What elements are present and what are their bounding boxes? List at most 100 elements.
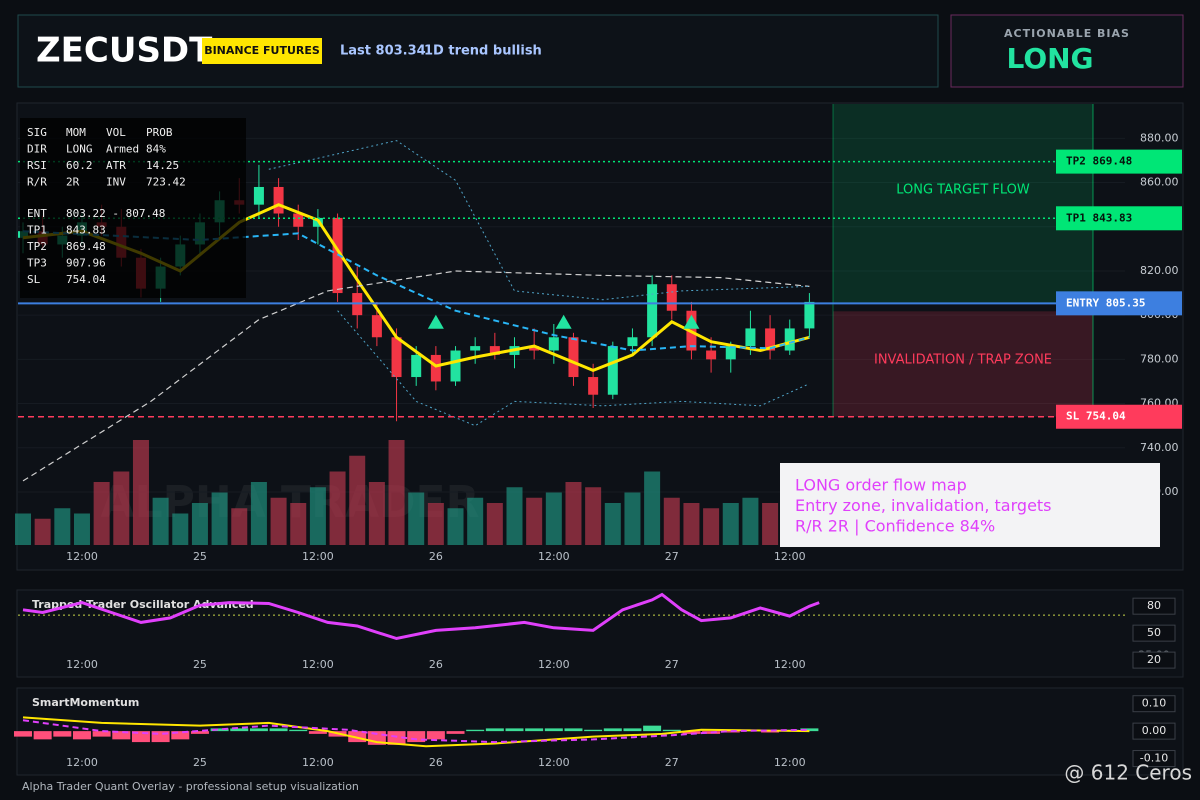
level-label: ENTRY 805.35 xyxy=(1066,296,1145,309)
volume-bar xyxy=(132,440,149,545)
volume-bar xyxy=(703,508,720,545)
symbol: ZECUSDT xyxy=(36,31,213,71)
volume-bar xyxy=(34,518,51,545)
momentum-bar xyxy=(564,728,583,732)
level-label: TP2 869.48 xyxy=(1066,155,1132,168)
momentum-bar xyxy=(289,729,308,732)
x-tick-label: 12:00 xyxy=(538,658,570,671)
candle-body xyxy=(253,186,264,205)
exchange: BINANCE FUTURES xyxy=(204,44,320,57)
volume-bar xyxy=(506,487,523,545)
info-cell: DIR xyxy=(27,143,47,156)
info-cell: 869.48 xyxy=(66,240,106,253)
info-cell: 803.22 - 807.48 xyxy=(66,207,165,220)
momentum-bar xyxy=(308,731,327,734)
info-cell: 60.2 xyxy=(66,159,93,172)
x-tick-label: 25 xyxy=(193,658,207,671)
volume-bar xyxy=(624,492,641,545)
x-tick-label: 12:00 xyxy=(66,658,98,671)
x-tick-label: 27 xyxy=(665,756,679,769)
bias-title: ACTIONABLE BIAS xyxy=(1004,27,1130,40)
y-tick-label: 50 xyxy=(1147,626,1161,639)
level-badge xyxy=(1056,404,1182,429)
x-tick-label: 26 xyxy=(429,658,443,671)
info-cell: RSI xyxy=(27,159,47,172)
volume-bar xyxy=(722,503,739,545)
y-tick-label: 80 xyxy=(1147,599,1161,612)
x-tick-label: 25 xyxy=(193,550,207,563)
volume-bar xyxy=(545,492,562,545)
momentum-line xyxy=(22,716,810,748)
momentum-bar xyxy=(800,728,819,732)
info-cell: TP2 xyxy=(27,240,47,253)
info-cell: SIG xyxy=(27,126,47,139)
signal-marker xyxy=(427,314,444,329)
source-watermark: @ 612 Ceros xyxy=(1064,761,1192,785)
info-cell: 2R xyxy=(66,176,80,189)
candle-body xyxy=(470,346,481,351)
candle-body xyxy=(607,346,618,395)
momentum-bar xyxy=(269,728,288,732)
y-tick-label: 20 xyxy=(1147,653,1161,666)
info-cell: ATR xyxy=(106,159,126,172)
candle-body xyxy=(411,354,422,378)
momentum-bar xyxy=(544,728,563,732)
x-tick-label: 12:00 xyxy=(774,658,806,671)
volume-bar xyxy=(408,492,425,545)
y-tick-label: 0.00 xyxy=(1142,724,1167,737)
volume-bar xyxy=(15,513,31,545)
candle-body xyxy=(588,377,599,395)
candle-body xyxy=(745,328,756,347)
volume-bar xyxy=(447,508,464,545)
momentum-bar xyxy=(525,728,544,732)
level-label: TP1 843.83 xyxy=(1066,211,1132,224)
info-cell: LONG xyxy=(66,143,93,156)
x-tick-label: 12:00 xyxy=(302,756,334,769)
volume-bar xyxy=(644,471,661,545)
tick-box xyxy=(1132,695,1176,713)
momentum-line xyxy=(22,719,810,744)
volume-bar xyxy=(113,471,130,545)
zone-label: LONG TARGET FLOW xyxy=(896,183,1030,198)
info-cell: 14.25 xyxy=(146,159,179,172)
momentum-bar xyxy=(407,731,426,743)
x-tick-label: 26 xyxy=(429,756,443,769)
momentum-bar xyxy=(53,731,72,737)
info-cell: 754.04 xyxy=(66,273,106,286)
volume-bar xyxy=(231,508,248,545)
volume-bar xyxy=(663,497,680,545)
volume-bar xyxy=(290,503,307,545)
y-tick-label: 820.00 xyxy=(1140,264,1179,277)
info-cell: PROB xyxy=(146,126,173,139)
y-tick-label: 860.00 xyxy=(1140,176,1179,189)
level-badge xyxy=(1056,291,1182,316)
y-tick-label: -0.10 xyxy=(1140,752,1168,765)
indicator-line xyxy=(337,310,810,427)
info-cell: SL xyxy=(27,273,41,286)
info-cell: R/R xyxy=(27,176,47,189)
indicator-line xyxy=(268,140,810,301)
oscillator-line xyxy=(22,592,820,641)
trend: 1D trend bullish xyxy=(424,44,542,59)
footer-caption: Alpha Trader Quant Overlay - professiona… xyxy=(22,780,359,793)
volume-bar xyxy=(54,508,71,545)
candle-body xyxy=(765,328,776,351)
volume-bar xyxy=(565,482,582,545)
momentum-bar xyxy=(92,731,111,737)
exchange-badge xyxy=(202,38,322,64)
info-cell: ENT xyxy=(27,207,47,220)
info-panel xyxy=(20,118,246,298)
momentum-bar xyxy=(485,728,504,732)
level-badge xyxy=(1056,206,1182,231)
indicator-line xyxy=(22,230,810,352)
info-cell: MOM xyxy=(66,126,86,139)
momentum-bar xyxy=(682,731,701,734)
last-price: Last 803.34 xyxy=(340,44,426,59)
volume-bar xyxy=(329,471,346,545)
momentum-bar xyxy=(584,729,603,732)
candle-body xyxy=(489,346,500,355)
overlay-layer: 805025.002012:002512:002612:002712:000.1… xyxy=(14,592,1176,769)
candle-body xyxy=(450,350,461,382)
info-cell: TP1 xyxy=(27,224,47,237)
